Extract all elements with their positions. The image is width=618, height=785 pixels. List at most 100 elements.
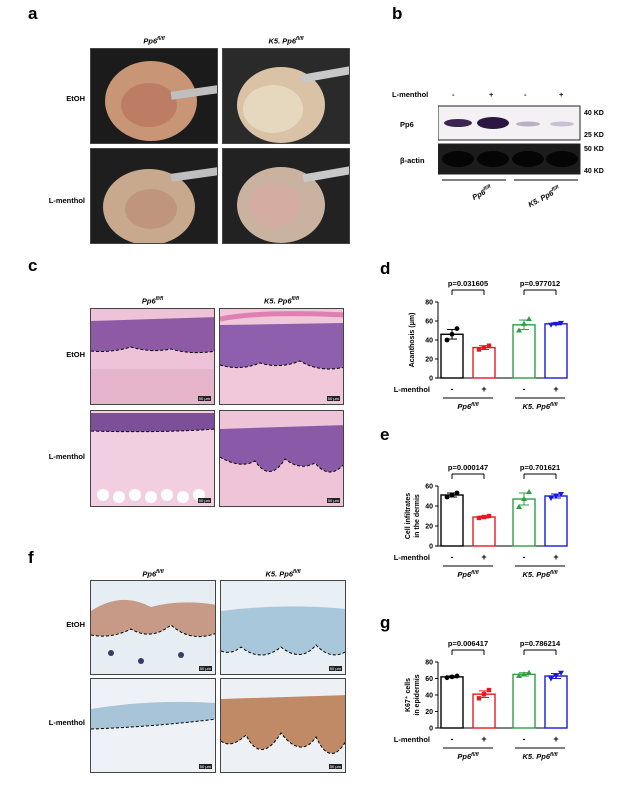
group-label: Pp6fl/fl [457,752,479,761]
p-value-label: p=0.006417 [448,639,488,648]
ihc-pp6-menthol: 50 μm [90,678,216,773]
panel-a-col1-header: Pp6fl/fl [143,36,165,46]
treatment-label: L-menthol [394,385,430,394]
treatment-sign: - [451,552,454,562]
data-point [444,337,450,343]
panel-c-col1-header: Pp6fl/fl [141,296,164,306]
wb-marker-40kd: 40 KD [584,110,604,117]
data-point [526,669,532,675]
panel-f-col2-header: K5. Pp6fl/fl [265,569,301,579]
data-point [486,513,492,519]
data-point [444,675,450,681]
panel-f-row1-label: EtOH [66,620,85,629]
he-scale-4: 50 μm [326,498,340,503]
data-point [476,515,482,521]
treatment-sign: + [481,734,486,744]
he-pp6-menthol: 50 μm [90,410,215,507]
panel-a-col2-header: K5. Pp6fl/fl [268,36,304,46]
data-point [521,671,527,677]
chart-g: g 0 20 40 60 80 K67⁺ cells in epidermis - + - + L-me… [380,613,568,761]
group-label: Pp6fl/fl [457,570,479,579]
y-tick-label: 40 [425,338,433,345]
y-tick-label: 40 [425,504,433,511]
ihc-scale-3: 50 μm [198,764,212,769]
y-tick-label: 60 [425,319,433,326]
wb-lane-4-sign: + [559,90,564,99]
panel-f-row2-label: L-menthol [48,718,85,727]
band-actin-lane1 [442,151,474,167]
data-point [526,316,532,322]
y-axis-label: Cell infiltrates in the dermis [405,493,421,539]
panel-a-letter: a [28,4,38,23]
he-scale-3: 50 μm [197,498,211,503]
data-point [481,514,487,520]
bar [512,324,536,379]
ihc-k5pp6-etoh: 50 μm [220,580,346,675]
bar [440,494,464,547]
band-pp6-lane2 [477,117,509,129]
panel-a-row1-label: EtOH [66,94,85,103]
band-pp6-lane3 [516,121,540,127]
bar [512,498,536,547]
wb-lane-3-sign: - [524,90,527,99]
data-point [521,320,527,326]
data-point [548,676,554,682]
panel-f-col1-header: Pp6fl/fl [142,569,164,579]
panel-c-row1-label: EtOH [66,350,85,359]
panel-b-letter: b [392,4,403,23]
wb-marker-25kd: 25 KD [584,132,604,139]
panel-f-letter: f [28,548,34,567]
wb-lane-2-sign: + [489,90,494,99]
chart-letter: e [380,425,389,444]
p-value-label: p=0.701621 [520,463,560,472]
data-point [481,691,487,697]
wb-treatment-label: L-menthol [392,90,429,99]
data-point [516,504,522,509]
p-value-label: p=0.000147 [448,463,488,472]
photo-a-pp6-etoh [90,48,218,144]
data-point [516,673,522,679]
data-point [481,345,487,350]
bar [472,693,496,729]
band-actin-lane3 [512,151,544,167]
data-point [454,326,460,331]
y-tick-label: 20 [425,357,433,364]
y-tick-label: 40 [425,693,433,700]
ihc-scale-2: 50 μm [328,666,342,671]
he-pp6-etoh: 50 μm [90,308,215,405]
bar [472,346,496,379]
group-label: K5. Pp6fl/fl [522,402,558,411]
bar [472,516,496,547]
y-tick-label: 0 [429,544,433,551]
y-tick-label: 20 [425,524,433,531]
he-k5pp6-etoh: 50 μm [219,308,344,405]
bar [440,676,464,729]
wb-lane-1-sign: - [452,90,455,99]
p-value-label: p=0.977012 [520,279,560,288]
treatment-sign: - [451,734,454,744]
data-point [444,494,450,500]
western-blot [438,105,581,181]
treatment-label: L-menthol [394,735,430,744]
bar [544,495,568,547]
wb-band-label-pp6: Pp6 [400,120,414,129]
panel-c-row2-label: L-menthol [48,452,85,461]
wb-marker-40kd-2: 40 KD [584,168,604,175]
data-point [486,687,492,693]
p-value-label: p=0.786214 [520,639,561,648]
wb-marker-50kd: 50 KD [584,146,604,153]
data-point [553,674,559,680]
data-point [558,492,564,497]
panel-c-col2-header: K5. Pp6fl/fl [263,296,299,306]
y-axis-label: K67⁺ cells in epidermis [404,674,421,715]
data-point [476,696,482,701]
photo-a-k5pp6-menthol [222,148,350,244]
bar [544,675,568,729]
photo-a-k5pp6-etoh [222,48,350,144]
wb-band-label-actin: β-actin [400,156,425,165]
y-tick-label: 0 [429,376,433,383]
ihc-k5pp6-menthol: 50 μm [220,678,346,773]
y-tick-label: 0 [429,726,433,733]
band-pp6-lane1 [444,119,472,127]
chart-letter: d [380,259,390,278]
